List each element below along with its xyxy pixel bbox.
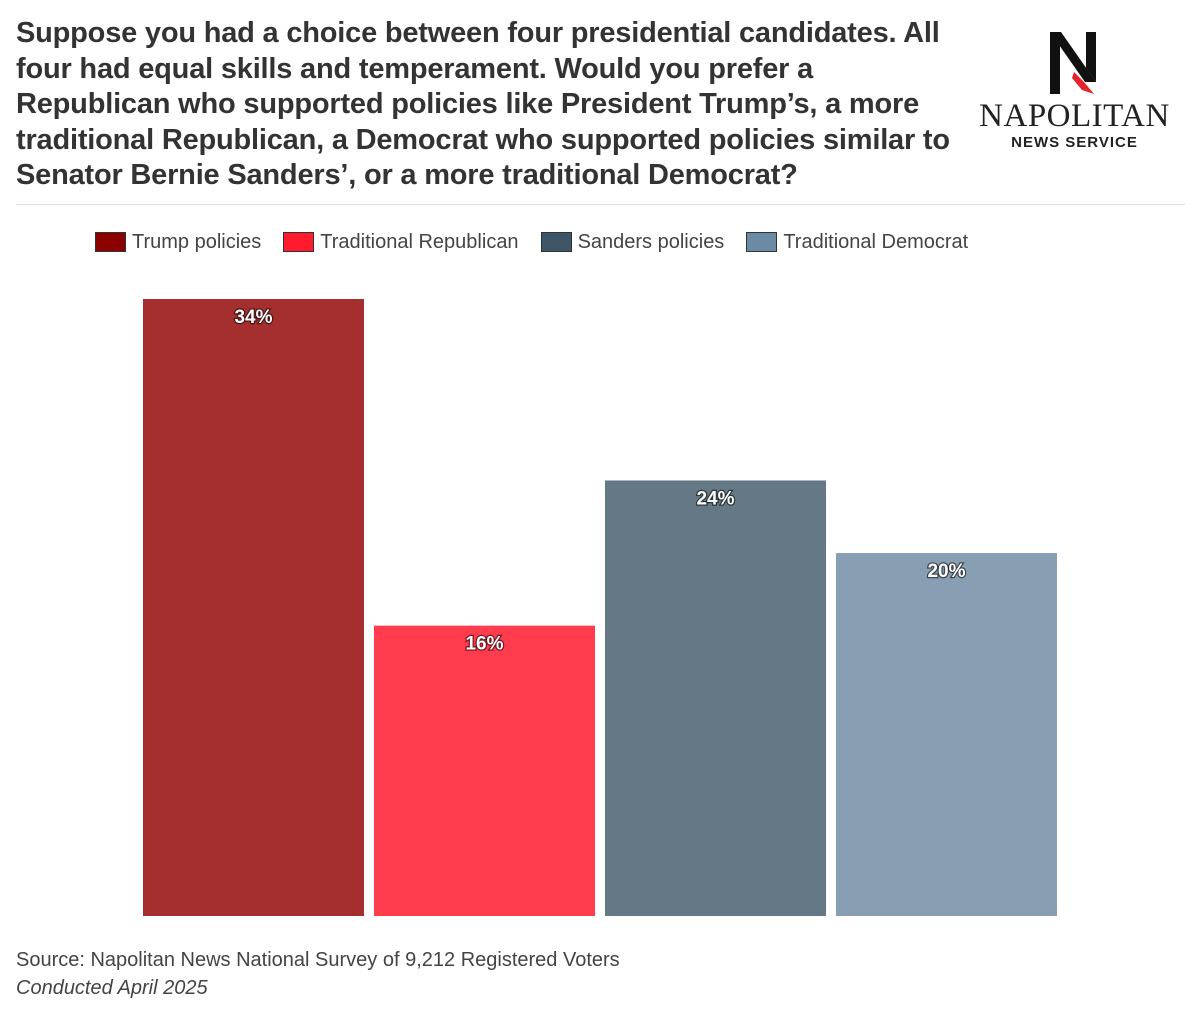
bar-value-label: 20% <box>927 561 965 582</box>
bar-sanders-policies <box>605 480 826 916</box>
bar-traditional-democrat <box>836 553 1057 916</box>
legend-label: Traditional Democrat <box>783 230 969 253</box>
legend-swatch <box>283 232 315 252</box>
logo-n-right <box>1086 32 1096 82</box>
legend-swatch <box>540 232 572 252</box>
legend-item-2: Traditional Republican <box>283 230 519 254</box>
logo-mark-icon <box>1050 32 1096 94</box>
legend-label: Sanders policies <box>577 230 725 253</box>
legend-item-4: Traditional Democrat <box>746 231 968 254</box>
legend-item-3: Sanders policies <box>540 230 725 254</box>
bar-value-label: 16% <box>465 634 503 655</box>
legend-swatch <box>95 232 126 252</box>
bar-trump-policies <box>143 299 364 916</box>
legend-item-1: Trump policies <box>95 231 261 254</box>
bar-chart: 34% 16% 24% 20% <box>143 299 1057 916</box>
logo-n-diagonal <box>1050 32 1096 82</box>
legend-label: Traditional Republican <box>320 230 519 253</box>
chart-title: Suppose you had a choice between four pr… <box>16 17 950 191</box>
chart-legend: Trump policies Traditional Republican Sand… <box>95 229 968 255</box>
logo-name: NAPOLITAN <box>979 98 1170 134</box>
logo-n-left <box>1050 32 1060 94</box>
bar-value-label: 24% <box>696 488 734 509</box>
survey-date: Conducted April 2025 <box>16 977 208 999</box>
header-divider <box>16 204 1185 205</box>
legend-label: Trump policies <box>132 230 262 253</box>
logo-accent <box>1072 72 1094 94</box>
bar-value-label: 34% <box>234 307 272 328</box>
bar-traditional-republican <box>374 625 595 916</box>
napolitan-logo: NAPOLITAN NEWS SERVICE <box>972 22 1177 154</box>
logo-subtitle: NEWS SERVICE <box>1011 134 1138 151</box>
source-note: Source: Napolitan News National Survey o… <box>16 949 620 971</box>
logo-eagle-head <box>1060 58 1074 72</box>
legend-swatch <box>746 232 778 252</box>
